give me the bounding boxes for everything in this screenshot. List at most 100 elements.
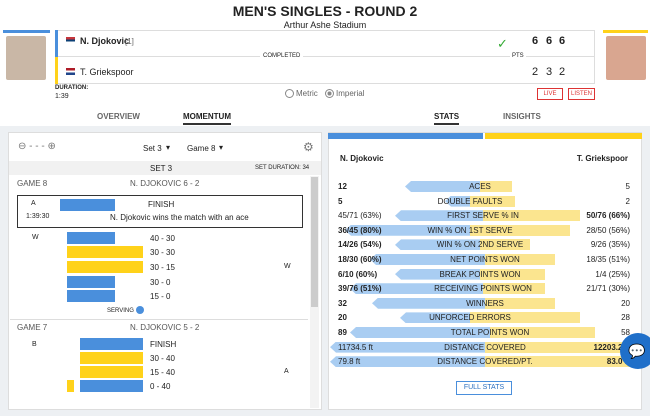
radio[interactable]: [325, 89, 334, 98]
player-photo: [606, 36, 646, 80]
point-score: 30 - 15: [150, 263, 175, 272]
stats-player: N. Djokovic: [340, 154, 384, 163]
stat-bar: [483, 283, 545, 295]
stat-right: 28/50 (56%): [586, 225, 630, 235]
stat-right: 18/35 (51%): [586, 255, 630, 264]
zoom-controls[interactable]: ⊖ - - - ⊕: [18, 141, 56, 152]
stat-label: BREAK POINTS WON: [439, 269, 521, 279]
player-name: T. Griekspoor: [80, 67, 134, 77]
scroll-thumb[interactable]: [311, 177, 318, 307]
stat-bar: [330, 341, 485, 353]
seed: [1]: [125, 37, 134, 46]
listen-button[interactable]: LISTEN: [568, 88, 595, 100]
dropdown-arrow[interactable]: ▾: [166, 143, 171, 152]
point-bar: [67, 232, 115, 244]
stat-label: UNFORCED ERRORS: [429, 313, 511, 323]
score: 2: [532, 66, 539, 78]
stat-bar: [483, 210, 580, 222]
stat-label: FIRST SERVE % IN: [447, 211, 519, 221]
tab[interactable]: INSIGHTS: [503, 112, 541, 121]
point-bar: [67, 290, 115, 302]
score: 2: [559, 66, 566, 78]
point-marker: A: [31, 200, 36, 207]
point-marker: A: [284, 368, 289, 375]
serving-label: SERVING: [107, 308, 134, 314]
settings-icon[interactable]: ⚙: [303, 140, 314, 154]
strip: [328, 133, 483, 139]
strip: [55, 57, 58, 84]
stat-bar: [330, 356, 485, 368]
point-bar: [67, 276, 115, 288]
live-button[interactable]: LIVE: [537, 88, 563, 100]
stat-right: 12203.2 ft: [593, 342, 630, 352]
tab[interactable]: MOMENTUM: [183, 112, 231, 125]
stat-right: 1/4 (25%): [595, 269, 630, 279]
point-bar: [67, 246, 143, 258]
point-bar: [80, 380, 143, 392]
stat-right: 2: [625, 196, 630, 206]
stat-right: 5: [625, 182, 630, 191]
point-score: 15 - 0: [150, 292, 171, 301]
stat-bar: [400, 312, 470, 324]
player-photo: [6, 36, 46, 80]
stat-left: 12: [338, 182, 347, 191]
stat-label: DOUBLE FAULTS: [437, 196, 503, 206]
stat-right: 20: [621, 298, 630, 308]
chat-button[interactable]: 💬: [620, 333, 650, 369]
set-select[interactable]: Set 3: [143, 144, 162, 153]
point-time: 1:39:30: [26, 213, 50, 220]
stat-label: TOTAL POINTS WON: [450, 328, 530, 337]
tab[interactable]: STATS: [434, 112, 460, 125]
stat-left: 45/71 (63%): [338, 211, 382, 221]
stat-bar: [350, 283, 483, 295]
point-label: FINISH: [150, 340, 177, 349]
divider: [10, 319, 308, 320]
finish-text: N. Djokovic wins the match with an ace: [110, 213, 249, 222]
duration-label: DURATION:: [55, 85, 89, 91]
finish-box: [17, 195, 303, 228]
stat-left: 89: [338, 328, 347, 337]
score: 6: [532, 35, 539, 47]
title: MEN'S SINGLES - ROUND 2: [232, 3, 418, 19]
point-score: 0 - 40: [150, 382, 171, 391]
stat-bar: [445, 195, 470, 207]
stat-bar: [485, 297, 555, 309]
venue: Arthur Ashe Stadium: [283, 20, 367, 30]
flag: [66, 37, 75, 44]
unit-option[interactable]: Imperial: [336, 89, 365, 98]
radio[interactable]: [285, 89, 294, 98]
point-marker: W: [284, 263, 291, 270]
set-band: [9, 161, 321, 175]
strip: [485, 133, 642, 139]
stat-label: ACES: [469, 182, 491, 191]
point-score: 30 - 0: [150, 278, 171, 287]
flag: [66, 68, 75, 75]
stat-bar: [395, 239, 480, 251]
point-bar: [67, 380, 74, 392]
point-score: 15 - 40: [150, 368, 175, 377]
dropdown-arrow[interactable]: ▾: [219, 143, 224, 152]
stat-bar: [470, 195, 515, 207]
tab[interactable]: OVERVIEW: [97, 112, 140, 121]
unit-option[interactable]: Metric: [296, 89, 318, 98]
stat-right: 58: [621, 328, 630, 337]
stat-bar: [485, 341, 640, 353]
point-bar: [67, 261, 143, 273]
set-label: SET 3: [150, 164, 173, 173]
strip: [55, 30, 58, 57]
stat-bar: [372, 297, 485, 309]
game-select[interactable]: Game 8: [187, 144, 216, 153]
divider: [58, 56, 595, 57]
check-icon: ✓: [497, 36, 508, 51]
stat-left: 32: [338, 298, 347, 308]
game-score: N. DJOKOVIC 6 - 2: [130, 179, 200, 188]
stat-bar: [485, 254, 555, 265]
stat-right: 28: [621, 313, 630, 323]
point-marker: B: [32, 341, 37, 348]
serving-icon: [136, 306, 144, 314]
stat-label: WIN % ON 2ND SERVE: [436, 240, 524, 250]
stat-label: DISTANCE COVERED: [444, 342, 526, 352]
score: 6: [559, 35, 566, 47]
stat-label: WIN % ON 1ST SERVE: [427, 225, 513, 235]
full-stats-button[interactable]: FULL STATS: [456, 381, 512, 395]
